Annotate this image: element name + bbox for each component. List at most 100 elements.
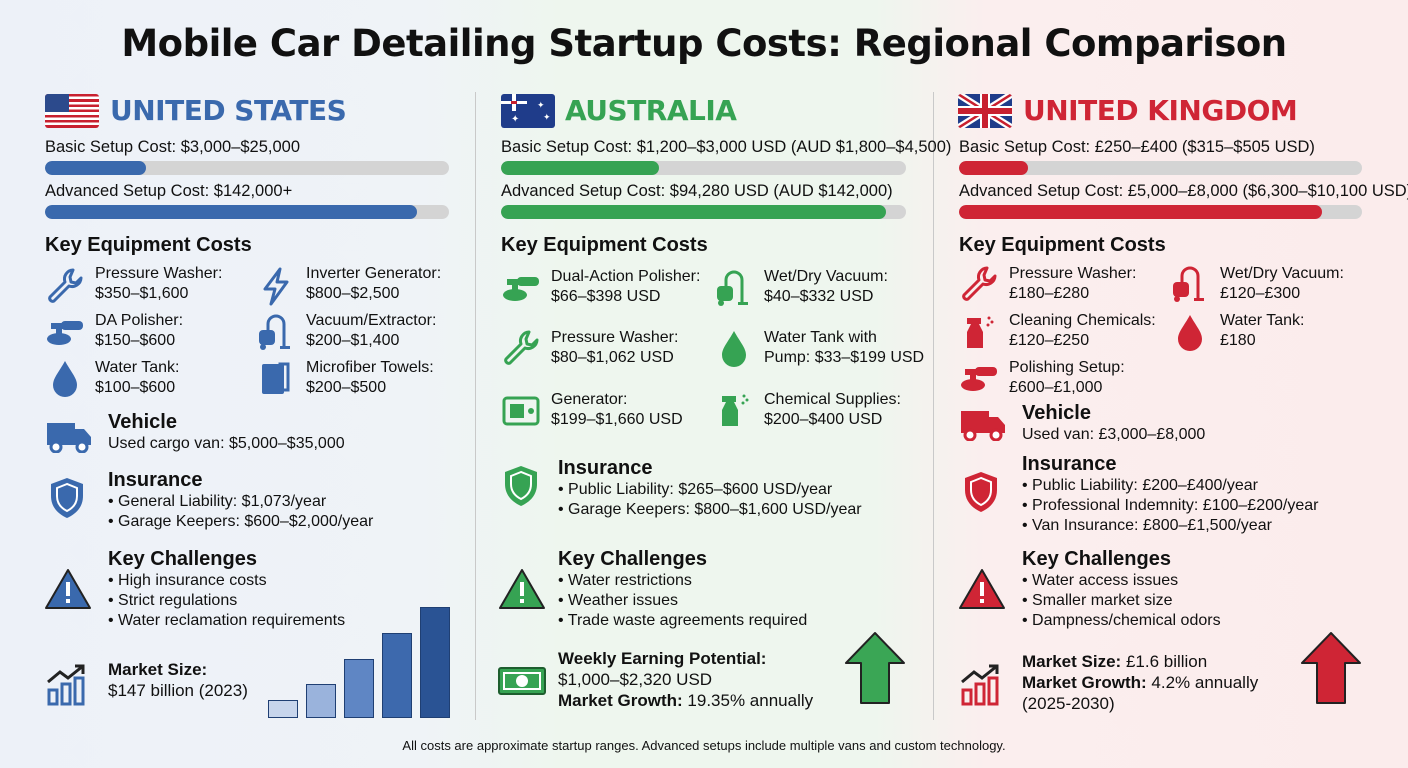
bar-fill xyxy=(501,205,886,219)
advanced-setup-label: Advanced Setup Cost: $94,280 USD (AUD $1… xyxy=(501,182,893,200)
vehicle-text: Used cargo van: $5,000–$35,000 xyxy=(108,435,345,452)
vacuum-icon xyxy=(256,312,296,352)
advanced-setup-bar xyxy=(45,205,449,219)
equipment-item: Pressure Washer: $80–$1,062 USD xyxy=(551,329,679,366)
equipment-item: Microfiber Towels: $200–$500 xyxy=(306,359,434,396)
wrench-icon xyxy=(959,264,999,304)
water-drop-icon xyxy=(45,358,85,398)
basic-setup-label: Basic Setup Cost: $1,200–$3,000 USD (AUD… xyxy=(501,138,952,156)
country-title: AUSTRALIA xyxy=(565,94,737,127)
footer-note: All costs are approximate startup ranges… xyxy=(402,738,1006,753)
equipment-item: Wet/Dry Vacuum: $40–$332 USD xyxy=(764,268,888,305)
challenges-heading: Key Challenges xyxy=(108,548,257,570)
basic-setup-bar xyxy=(501,161,906,175)
bar-fill xyxy=(959,161,1028,175)
equipment-item: Generator: $199–$1,660 USD xyxy=(551,391,683,428)
spray-bottle-icon xyxy=(714,390,754,430)
equipment-heading: Key Equipment Costs xyxy=(501,234,708,256)
insurance-heading: Insurance xyxy=(1022,453,1117,475)
basic-setup-label: Basic Setup Cost: £250–£400 ($315–$505 U… xyxy=(959,138,1315,156)
spray-bottle-icon xyxy=(959,312,999,352)
bar-fill xyxy=(959,205,1322,219)
equipment-heading: Key Equipment Costs xyxy=(45,234,252,256)
equipment-item: Inverter Generator: $800–$2,500 xyxy=(306,265,442,302)
us-flag-icon xyxy=(45,94,99,128)
decorative-bar xyxy=(268,700,298,718)
bar-fill xyxy=(45,205,417,219)
market-info: Market Size: £1.6 billion Market Growth: … xyxy=(1022,652,1259,713)
van-icon xyxy=(45,417,93,453)
equipment-item: Pressure Washer: £180–£280 xyxy=(1009,265,1137,302)
wrench-icon xyxy=(501,328,541,368)
country-title: UNITED STATES xyxy=(110,94,347,127)
challenges-heading: Key Challenges xyxy=(558,548,707,570)
lightning-icon xyxy=(256,266,296,306)
up-arrow-icon xyxy=(844,631,906,705)
advanced-setup-label: Advanced Setup Cost: £5,000–£8,000 ($6,3… xyxy=(959,182,1408,200)
insurance-list: Public Liability: £200–£400/yearProfessi… xyxy=(1022,476,1318,536)
insurance-heading: Insurance xyxy=(558,457,653,479)
polisher-icon xyxy=(959,358,999,398)
advanced-setup-bar xyxy=(501,205,906,219)
equipment-item: Vacuum/Extractor: $200–$1,400 xyxy=(306,312,437,349)
page-title: Mobile Car Detailing Startup Costs: Regi… xyxy=(121,22,1287,65)
water-drop-icon xyxy=(1170,312,1210,352)
wrench-icon xyxy=(45,266,85,306)
decorative-bar xyxy=(344,659,374,718)
challenges-list: High insurance costsStrict regulationsWa… xyxy=(108,571,345,631)
basic-setup-bar xyxy=(959,161,1362,175)
equipment-item: DA Polisher: $150–$600 xyxy=(95,312,184,349)
equipment-item: Pressure Washer: $350–$1,600 xyxy=(95,265,223,302)
water-drop-icon xyxy=(714,328,754,368)
basic-setup-bar xyxy=(45,161,449,175)
warning-icon xyxy=(958,568,1006,610)
vehicle-heading: Vehicle xyxy=(108,411,177,433)
uk-flag-icon xyxy=(958,94,1012,128)
bar-fill xyxy=(501,161,659,175)
bar-fill xyxy=(45,161,146,175)
growth-chart-icon xyxy=(959,662,1003,706)
growth-chart-icon xyxy=(45,662,89,706)
shield-icon xyxy=(501,464,541,508)
equipment-item: Water Tank: £180 xyxy=(1220,312,1305,349)
van-icon xyxy=(959,405,1007,441)
equipment-item: Cleaning Chemicals: £120–£250 xyxy=(1009,312,1156,349)
vehicle-text: Used van: £3,000–£8,000 xyxy=(1022,426,1206,443)
insurance-list: Public Liability: $265–$600 USD/yearGara… xyxy=(558,480,862,520)
vehicle-heading: Vehicle xyxy=(1022,402,1091,424)
column-divider xyxy=(475,92,476,720)
equipment-item: Water Tank with Pump: $33–$199 USD xyxy=(764,329,925,366)
money-icon xyxy=(497,664,547,698)
challenges-list: Water access issuesSmaller market sizeDa… xyxy=(1022,571,1221,631)
generator-icon xyxy=(501,390,541,430)
towel-icon xyxy=(256,358,296,398)
basic-setup-label: Basic Setup Cost: $3,000–$25,000 xyxy=(45,138,301,156)
equipment-item: Wet/Dry Vacuum: £120–£300 xyxy=(1220,265,1344,302)
warning-icon xyxy=(498,568,546,610)
earning-potential: Weekly Earning Potential: $1,000–$2,320 U… xyxy=(558,649,814,710)
polisher-icon xyxy=(45,312,85,352)
insurance-list: General Liability: $1,073/yearGarage Kee… xyxy=(108,492,373,532)
equipment-heading: Key Equipment Costs xyxy=(959,234,1166,256)
challenges-heading: Key Challenges xyxy=(1022,548,1171,570)
warning-icon xyxy=(44,568,92,610)
decorative-bar xyxy=(306,684,336,718)
equipment-item: Water Tank: $100–$600 xyxy=(95,359,180,396)
market-size: Market Size: $147 billion (2023) xyxy=(108,660,248,700)
decorative-bar xyxy=(382,633,412,718)
equipment-item: Polishing Setup: £600–£1,000 xyxy=(1009,359,1125,396)
vacuum-icon xyxy=(1170,264,1210,304)
insurance-heading: Insurance xyxy=(108,469,203,491)
vacuum-icon xyxy=(714,268,754,308)
equipment-item: Dual-Action Polisher: $66–$398 USD xyxy=(551,268,701,305)
decorative-bar xyxy=(420,607,450,718)
equipment-item: Chemical Supplies: $200–$400 USD xyxy=(764,391,901,428)
shield-icon xyxy=(47,476,87,520)
country-title: UNITED KINGDOM xyxy=(1023,94,1298,127)
challenges-list: Water restrictionsWeather issuesTrade wa… xyxy=(558,571,808,631)
advanced-setup-label: Advanced Setup Cost: $142,000+ xyxy=(45,182,293,200)
au-flag-icon: ✦ ✦ ✦ xyxy=(501,94,555,128)
shield-icon xyxy=(961,470,1001,514)
column-divider xyxy=(933,92,934,720)
advanced-setup-bar xyxy=(959,205,1362,219)
